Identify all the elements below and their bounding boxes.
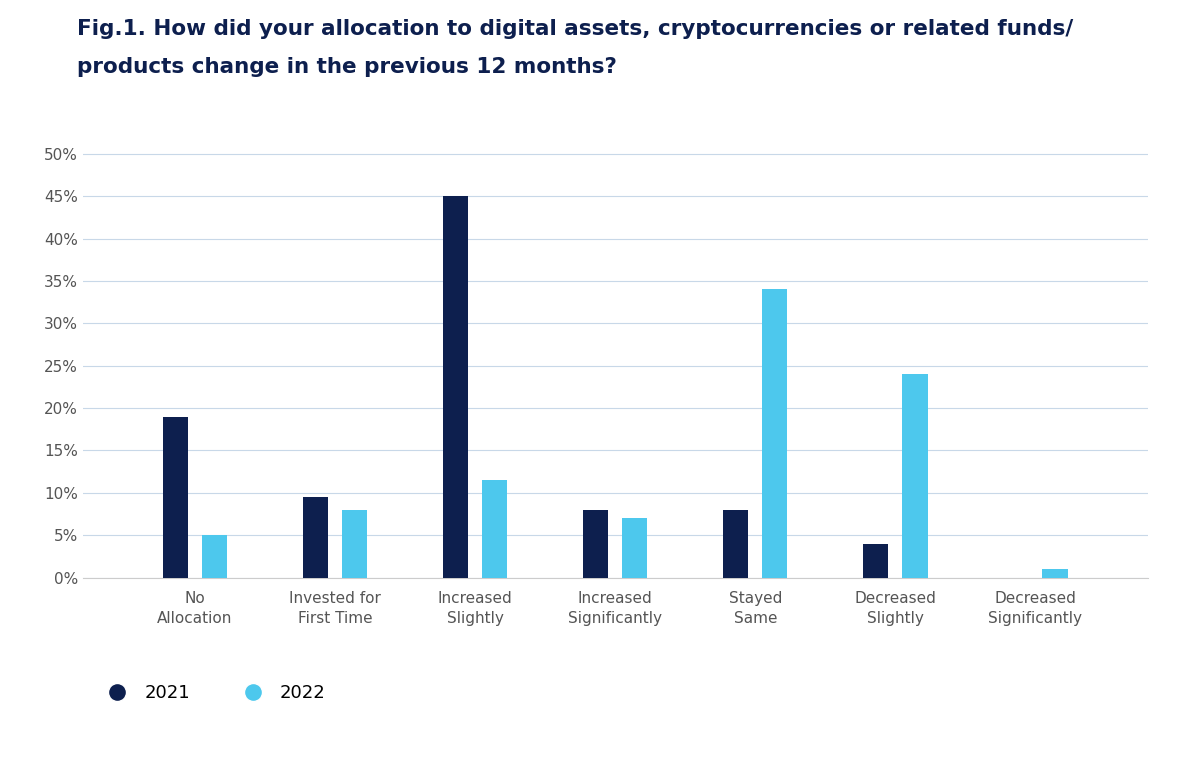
Bar [1042,569,1067,578]
Bar [583,510,608,578]
Bar [622,518,647,578]
Bar [342,510,367,578]
Text: products change in the previous 12 months?: products change in the previous 12 month… [77,57,616,77]
Text: Fig.1. How did your allocation to digital assets, cryptocurrencies or related fu: Fig.1. How did your allocation to digita… [77,19,1073,39]
Bar [723,510,748,578]
Legend: 2021, 2022: 2021, 2022 [92,677,334,710]
Bar [864,543,888,578]
Bar [303,497,328,578]
Bar [442,196,468,578]
Bar [163,416,188,578]
Bar [903,374,927,578]
Bar [762,290,788,578]
Bar [202,535,227,578]
Bar [483,480,508,578]
